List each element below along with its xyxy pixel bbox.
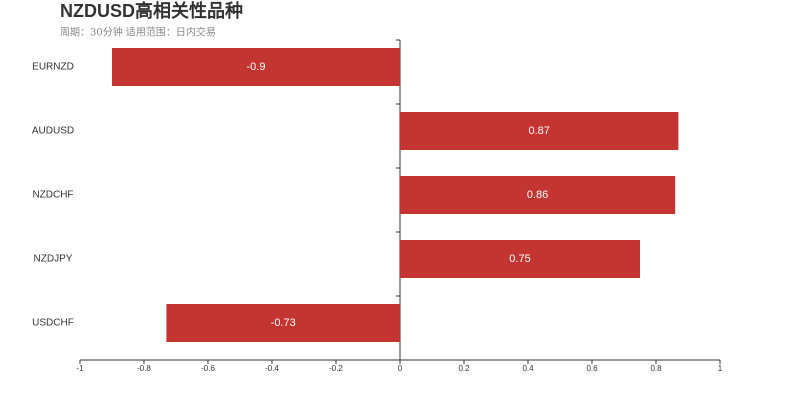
x-tick-label: -0.2: [329, 364, 343, 373]
x-tick-label: 0.2: [458, 364, 470, 373]
bar-label: 0.75: [509, 253, 530, 265]
y-tick-label: USDCHF: [32, 318, 74, 329]
chart-title: NZDUSD高相关性品种: [60, 0, 243, 21]
x-tick-label: -1: [76, 364, 84, 373]
bar: [400, 176, 676, 214]
y-tick-label: AUDUSD: [32, 126, 74, 137]
x-tick-label: 0.6: [586, 364, 598, 373]
x-tick-label: -0.4: [265, 364, 279, 373]
x-tick-label: 1: [718, 364, 723, 373]
bar: [400, 240, 640, 278]
y-tick-label: NZDCHF: [32, 190, 73, 201]
x-tick-label: 0.4: [522, 364, 534, 373]
bar-label: 0.86: [527, 189, 548, 201]
bar: [112, 48, 400, 86]
x-tick-label: -0.8: [137, 364, 151, 373]
chart-subtitle: 周期：30分钟 适用范围：日内交易: [60, 26, 216, 39]
bar-label: -0.73: [271, 317, 296, 329]
x-tick-label: -0.6: [201, 364, 215, 373]
bar-label: -0.9: [247, 61, 266, 73]
y-tick-label: NZDJPY: [34, 254, 73, 265]
bar: [166, 304, 400, 342]
bar: [400, 112, 679, 150]
y-tick-label: EURNZD: [32, 62, 74, 73]
x-tick-label: 0: [398, 364, 403, 373]
bar-label: 0.87: [528, 125, 549, 137]
x-tick-label: 0.8: [650, 364, 662, 373]
